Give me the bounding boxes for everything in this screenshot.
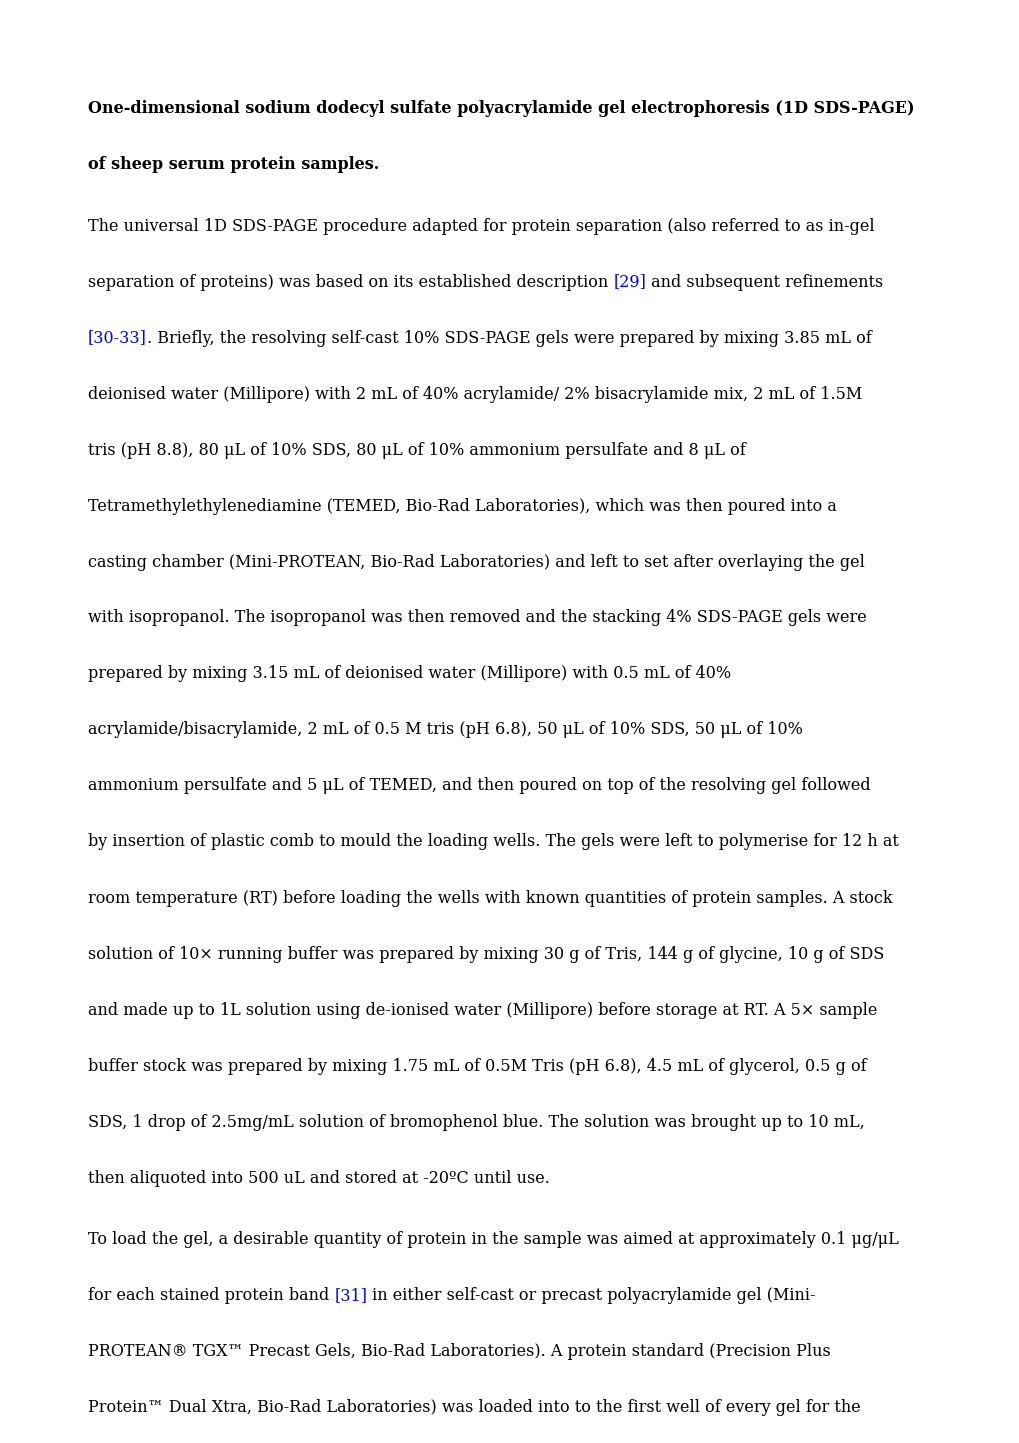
Text: casting chamber (Mini-PROTEAN, Bio-Rad Laboratories) and left to set after overl: casting chamber (Mini-PROTEAN, Bio-Rad L… [88, 554, 864, 570]
Text: and subsequent refinements: and subsequent refinements [646, 274, 882, 290]
Text: [29]: [29] [612, 274, 646, 290]
Text: [30-33]: [30-33] [88, 329, 147, 346]
Text: with isopropanol. The isopropanol was then removed and the stacking 4% SDS-PAGE : with isopropanol. The isopropanol was th… [88, 609, 866, 626]
Text: One-dimensional sodium dodecyl sulfate polyacrylamide gel electrophoresis (1D SD: One-dimensional sodium dodecyl sulfate p… [88, 100, 914, 117]
Text: separation of proteins) was based on its established description: separation of proteins) was based on its… [88, 274, 612, 290]
Text: buffer stock was prepared by mixing 1.75 mL of 0.5M Tris (pH 6.8), 4.5 mL of gly: buffer stock was prepared by mixing 1.75… [88, 1058, 866, 1075]
Text: Protein™ Dual Xtra, Bio-Rad Laboratories) was loaded into to the first well of e: Protein™ Dual Xtra, Bio-Rad Laboratories… [88, 1400, 860, 1416]
Text: tris (pH 8.8), 80 μL of 10% SDS, 80 μL of 10% ammonium persulfate and 8 μL of: tris (pH 8.8), 80 μL of 10% SDS, 80 μL o… [88, 442, 745, 459]
Text: SDS, 1 drop of 2.5mg/mL solution of bromophenol blue. The solution was brought u: SDS, 1 drop of 2.5mg/mL solution of brom… [88, 1114, 864, 1130]
Text: of sheep serum protein samples.: of sheep serum protein samples. [88, 156, 379, 173]
Text: The universal 1D SDS-PAGE procedure adapted for protein separation (also referre: The universal 1D SDS-PAGE procedure adap… [88, 218, 873, 235]
Text: deionised water (Millipore) with 2 mL of 40% acrylamide/ 2% bisacrylamide mix, 2: deionised water (Millipore) with 2 mL of… [88, 385, 861, 403]
Text: room temperature (RT) before loading the wells with known quantities of protein : room temperature (RT) before loading the… [88, 889, 892, 906]
Text: then aliquoted into 500 uL and stored at -20ºC until use.: then aliquoted into 500 uL and stored at… [88, 1169, 549, 1186]
Text: . Briefly, the resolving self-cast 10% SDS-PAGE gels were prepared by mixing 3.8: . Briefly, the resolving self-cast 10% S… [147, 329, 871, 346]
Text: PROTEAN® TGX™ Precast Gels, Bio-Rad Laboratories). A protein standard (Precision: PROTEAN® TGX™ Precast Gels, Bio-Rad Labo… [88, 1343, 829, 1359]
Text: ammonium persulfate and 5 μL of TEMED, and then poured on top of the resolving g: ammonium persulfate and 5 μL of TEMED, a… [88, 778, 870, 795]
Text: Tetramethylethylenediamine (TEMED, Bio-Rad Laboratories), which was then poured : Tetramethylethylenediamine (TEMED, Bio-R… [88, 498, 836, 515]
Text: in either self-cast or precast polyacrylamide gel (Mini-: in either self-cast or precast polyacryl… [367, 1287, 815, 1304]
Text: for each stained protein band: for each stained protein band [88, 1287, 334, 1304]
Text: To load the gel, a desirable quantity of protein in the sample was aimed at appr: To load the gel, a desirable quantity of… [88, 1231, 898, 1248]
Text: by insertion of plastic comb to mould the loading wells. The gels were left to p: by insertion of plastic comb to mould th… [88, 834, 898, 850]
Text: prepared by mixing 3.15 mL of deionised water (Millipore) with 0.5 mL of 40%: prepared by mixing 3.15 mL of deionised … [88, 665, 731, 683]
Text: and made up to 1L solution using de-ionised water (Millipore) before storage at : and made up to 1L solution using de-ioni… [88, 1001, 876, 1019]
Text: solution of 10× running buffer was prepared by mixing 30 g of Tris, 144 g of gly: solution of 10× running buffer was prepa… [88, 945, 883, 962]
Text: [31]: [31] [334, 1287, 367, 1304]
Text: acrylamide/bisacrylamide, 2 mL of 0.5 M tris (pH 6.8), 50 μL of 10% SDS, 50 μL o: acrylamide/bisacrylamide, 2 mL of 0.5 M … [88, 722, 802, 739]
